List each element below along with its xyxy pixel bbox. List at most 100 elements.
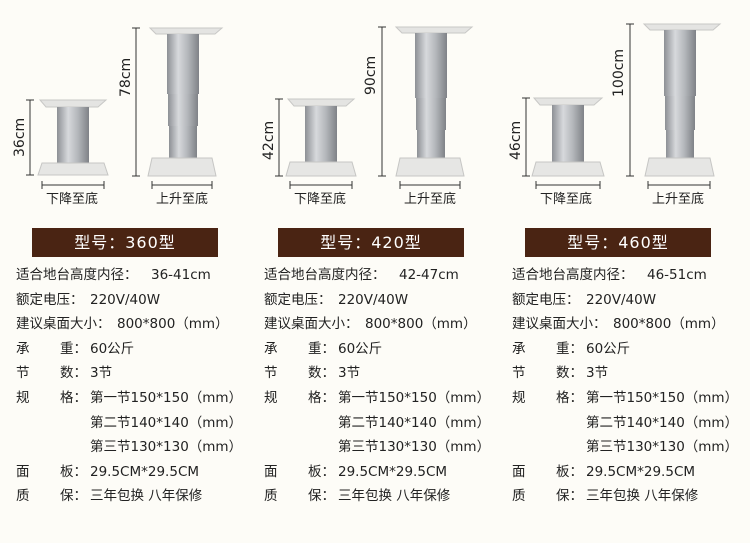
spec-value: 第三节130*130（mm） bbox=[586, 439, 739, 456]
spec-size-3: 第三节130*130（mm） bbox=[264, 435, 509, 460]
spec-label-a: 面 bbox=[16, 463, 30, 480]
extended-lift bbox=[642, 23, 722, 177]
spec-value: 第一节150*150（mm） bbox=[586, 389, 739, 406]
extended-lift bbox=[147, 27, 224, 177]
spec-panel: 面 板： 29.5CM*29.5CM bbox=[16, 460, 261, 485]
spec-label-a: 面 bbox=[512, 463, 526, 480]
spec-label-a: 规 bbox=[512, 389, 526, 406]
spec-label: 适合地台高度内径： bbox=[264, 267, 386, 283]
model-bar: 型号：360型 bbox=[32, 228, 218, 257]
spec-label-b: 格： bbox=[308, 389, 335, 406]
spec-label-a: 质 bbox=[264, 488, 278, 505]
spec-label-a: 节 bbox=[512, 365, 526, 382]
spec-label-b: 格： bbox=[556, 389, 583, 406]
spec-value: 第一节150*150（mm） bbox=[90, 389, 243, 406]
extended-height-label: 78cm bbox=[118, 57, 134, 97]
spec-value: 3节 bbox=[90, 365, 113, 382]
spec-label-b: 数： bbox=[308, 365, 335, 382]
spec-value: 第二节140*140（mm） bbox=[586, 414, 739, 431]
spec-value: 800*800（mm） bbox=[613, 316, 725, 333]
retracted-caption: 下降至底 bbox=[540, 192, 593, 207]
spec-value: 220V/40W bbox=[338, 291, 409, 308]
spec-label-b: 重： bbox=[60, 340, 87, 357]
spec-label-b: 数： bbox=[556, 365, 583, 382]
spec-label-a: 规 bbox=[264, 389, 278, 406]
spec-voltage: 额定电压： 220V/40W bbox=[512, 288, 750, 313]
spec-label-b: 数： bbox=[60, 365, 87, 382]
spec-label-a: 质 bbox=[512, 488, 526, 505]
spec-label-a: 承 bbox=[16, 340, 30, 357]
spec-label: 建议桌面大小： bbox=[16, 316, 111, 333]
spec-size-2: 第二节140*140（mm） bbox=[512, 411, 750, 436]
spec-size-3: 第三节130*130（mm） bbox=[16, 435, 261, 460]
spec-value: 三年包换 八年保修 bbox=[338, 488, 451, 505]
spec-value: 220V/40W bbox=[586, 291, 657, 308]
spec-warranty: 质 保： 三年包换 八年保修 bbox=[16, 484, 261, 509]
spec-fit-height: 适合地台高度内径： 46-51cm bbox=[512, 263, 750, 288]
product-column-420: 42cm 90cm 下降至底 上升至底 型号：420型 适合地台高度内径： 42-… bbox=[261, 0, 509, 543]
extended-caption: 上升至底 bbox=[652, 192, 705, 207]
lift-illustration bbox=[26, 27, 224, 189]
spec-fit-height: 适合地台高度内径： 36-41cm bbox=[16, 263, 261, 288]
retracted-caption: 下降至底 bbox=[294, 192, 347, 207]
spec-value: 29.5CM*29.5CM bbox=[90, 463, 200, 480]
spec-label-a: 规 bbox=[16, 389, 30, 406]
spec-warranty: 质 保： 三年包换 八年保修 bbox=[264, 484, 509, 509]
spec-value: 三年包换 八年保修 bbox=[90, 488, 203, 505]
spec-value: 第二节140*140（mm） bbox=[338, 414, 491, 431]
spec-label-b: 格： bbox=[60, 389, 87, 406]
spec-value: 800*800（mm） bbox=[117, 316, 229, 333]
product-column-360: 36cm 78cm 下降至底 上升至底 型号：360型 适合地台高度内径： 36-… bbox=[12, 0, 261, 543]
spec-label: 额定电压： bbox=[16, 291, 84, 308]
spec-panel: 面 板： 29.5CM*29.5CM bbox=[512, 460, 750, 485]
spec-table-size: 建议桌面大小： 800*800（mm） bbox=[512, 312, 750, 337]
retracted-lift bbox=[285, 98, 357, 177]
spec-label-a: 面 bbox=[264, 463, 278, 480]
spec-label: 适合地台高度内径： bbox=[16, 267, 138, 283]
spec-value: 60公斤 bbox=[90, 340, 135, 357]
spec-value: 220V/40W bbox=[90, 291, 161, 308]
spec-list: 适合地台高度内径： 36-41cm 额定电压： 220V/40W 建议桌面大小： 80… bbox=[16, 263, 261, 509]
extended-height-label: 90cm bbox=[363, 55, 379, 95]
spec-load: 承 重： 60公斤 bbox=[512, 337, 750, 362]
spec-value: 36-41cm bbox=[151, 267, 211, 283]
spec-value: 第二节140*140（mm） bbox=[90, 414, 243, 431]
spec-size-3: 第三节130*130（mm） bbox=[512, 435, 750, 460]
retracted-height-label: 42cm bbox=[261, 120, 277, 160]
extended-caption: 上升至底 bbox=[156, 192, 209, 207]
product-column-460: 46cm 100cm 下降至底 上升至底 型号：460型 适合地台高度内径： 46… bbox=[508, 0, 750, 543]
spec-value: 29.5CM*29.5CM bbox=[338, 463, 448, 480]
spec-label-b: 板： bbox=[556, 463, 583, 480]
extended-lift bbox=[394, 26, 474, 177]
spec-list: 适合地台高度内径： 46-51cm 额定电压： 220V/40W 建议桌面大小： 80… bbox=[512, 263, 750, 509]
spec-label-b: 重： bbox=[308, 340, 335, 357]
spec-label: 建议桌面大小： bbox=[264, 316, 359, 333]
spec-label-b: 板： bbox=[60, 463, 87, 480]
retracted-caption: 下降至底 bbox=[46, 192, 99, 207]
spec-load: 承 重： 60公斤 bbox=[264, 337, 509, 362]
spec-sections: 节 数： 3节 bbox=[512, 361, 750, 386]
spec-label-b: 保： bbox=[60, 488, 87, 505]
spec-list: 适合地台高度内径： 42-47cm 额定电压： 220V/40W 建议桌面大小： 80… bbox=[264, 263, 509, 509]
spec-value: 42-47cm bbox=[399, 267, 459, 283]
model-bar: 型号：420型 bbox=[278, 228, 464, 257]
spec-label-b: 重： bbox=[556, 340, 583, 357]
spec-value: 800*800（mm） bbox=[365, 316, 477, 333]
spec-warranty: 质 保： 三年包换 八年保修 bbox=[512, 484, 750, 509]
spec-value: 第一节150*150（mm） bbox=[338, 389, 491, 406]
spec-label-a: 节 bbox=[16, 365, 30, 382]
spec-label: 额定电压： bbox=[264, 291, 332, 308]
spec-label: 额定电压： bbox=[512, 291, 580, 308]
spec-sections: 节 数： 3节 bbox=[16, 361, 261, 386]
spec-value: 60公斤 bbox=[586, 340, 631, 357]
spec-label-a: 质 bbox=[16, 488, 30, 505]
spec-voltage: 额定电压： 220V/40W bbox=[264, 288, 509, 313]
spec-value: 第三节130*130（mm） bbox=[90, 439, 243, 456]
spec-label-b: 保： bbox=[556, 488, 583, 505]
spec-size: 规 格： 第一节150*150（mm） bbox=[512, 386, 750, 411]
lift-illustration bbox=[522, 23, 722, 189]
extended-caption: 上升至底 bbox=[404, 192, 457, 207]
spec-load: 承 重： 60公斤 bbox=[16, 337, 261, 362]
spec-label-a: 节 bbox=[264, 365, 278, 382]
spec-size-2: 第二节140*140（mm） bbox=[16, 411, 261, 436]
